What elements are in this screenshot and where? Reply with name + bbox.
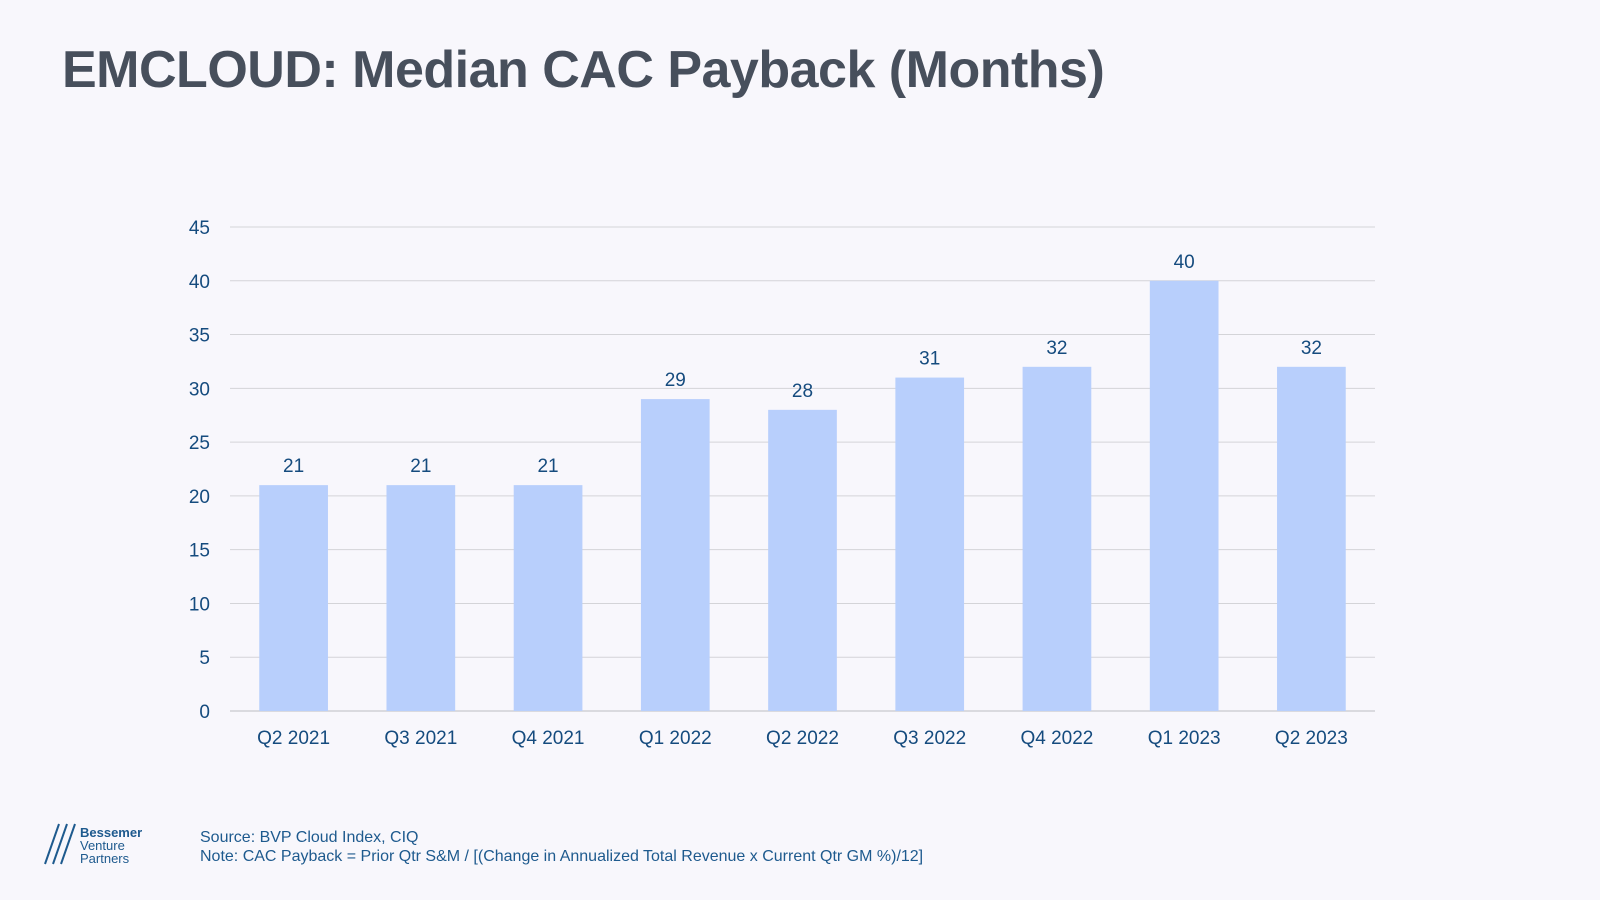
x-axis-ticks: Q2 2021 Q3 2021 Q4 2021 Q1 2022 Q2 2022 Q3 20… [257, 728, 1348, 749]
data-label: 21 [283, 456, 304, 477]
bar [386, 485, 456, 711]
logo-line-1: Bessemer [80, 825, 143, 840]
data-label: 29 [665, 370, 686, 391]
bessemer-logo: Bessemer Venture Partners [80, 826, 142, 865]
data-label: 28 [792, 381, 813, 402]
data-label: 21 [537, 456, 558, 477]
formula-note: Note: CAC Payback = Prior Qtr S&M / [(Ch… [200, 848, 924, 865]
data-label: 31 [919, 349, 940, 370]
data-labels: 21 21 21 29 28 31 32 40 32 [283, 252, 1322, 477]
y-tick-label: 15 [189, 541, 210, 562]
x-tick-label: Q1 2023 [1148, 728, 1221, 749]
data-label: 21 [410, 456, 431, 477]
y-tick-label: 20 [189, 487, 210, 508]
bar [513, 485, 583, 711]
bar [1149, 280, 1219, 711]
data-label: 32 [1301, 338, 1322, 359]
bar [1022, 366, 1092, 711]
bars [259, 280, 1346, 711]
y-tick-label: 35 [189, 326, 210, 347]
bar [1277, 366, 1346, 711]
bar [768, 409, 837, 711]
logo-line-2: Venture [80, 838, 125, 853]
data-label: 32 [1046, 338, 1067, 359]
y-tick-label: 45 [189, 218, 210, 239]
y-axis-ticks: 0 5 10 15 20 25 30 35 40 45 [189, 218, 210, 723]
x-tick-label: Q1 2022 [639, 728, 712, 749]
logo-line-3: Partners [80, 851, 130, 866]
footnotes: Source: BVP Cloud Index, CIQ Note: CAC P… [200, 828, 923, 866]
x-tick-label: Q3 2022 [893, 728, 966, 749]
x-tick-label: Q2 2022 [766, 728, 839, 749]
x-tick-label: Q4 2021 [512, 728, 585, 749]
x-tick-label: Q2 2021 [257, 728, 330, 749]
bar [640, 399, 710, 711]
y-tick-label: 10 [189, 594, 210, 615]
bar [895, 377, 965, 711]
x-tick-label: Q2 2023 [1275, 728, 1348, 749]
bessemer-logo-icon [44, 823, 76, 865]
data-label: 40 [1174, 252, 1195, 273]
page-title: EMCLOUD: Median CAC Payback (Months) [62, 41, 1105, 99]
bar [259, 485, 328, 711]
x-tick-label: Q3 2021 [384, 728, 457, 749]
bar-chart: 0 5 10 15 20 25 30 35 40 45 21 21 21 29 28 31 32 40 32 Q2… [189, 218, 1375, 749]
y-tick-label: 0 [199, 702, 210, 723]
x-tick-label: Q4 2022 [1020, 728, 1093, 749]
y-tick-label: 40 [189, 272, 210, 293]
y-tick-label: 5 [199, 648, 210, 669]
source-note: Source: BVP Cloud Index, CIQ [200, 829, 419, 846]
y-tick-label: 30 [189, 379, 210, 400]
y-tick-label: 25 [189, 433, 210, 454]
